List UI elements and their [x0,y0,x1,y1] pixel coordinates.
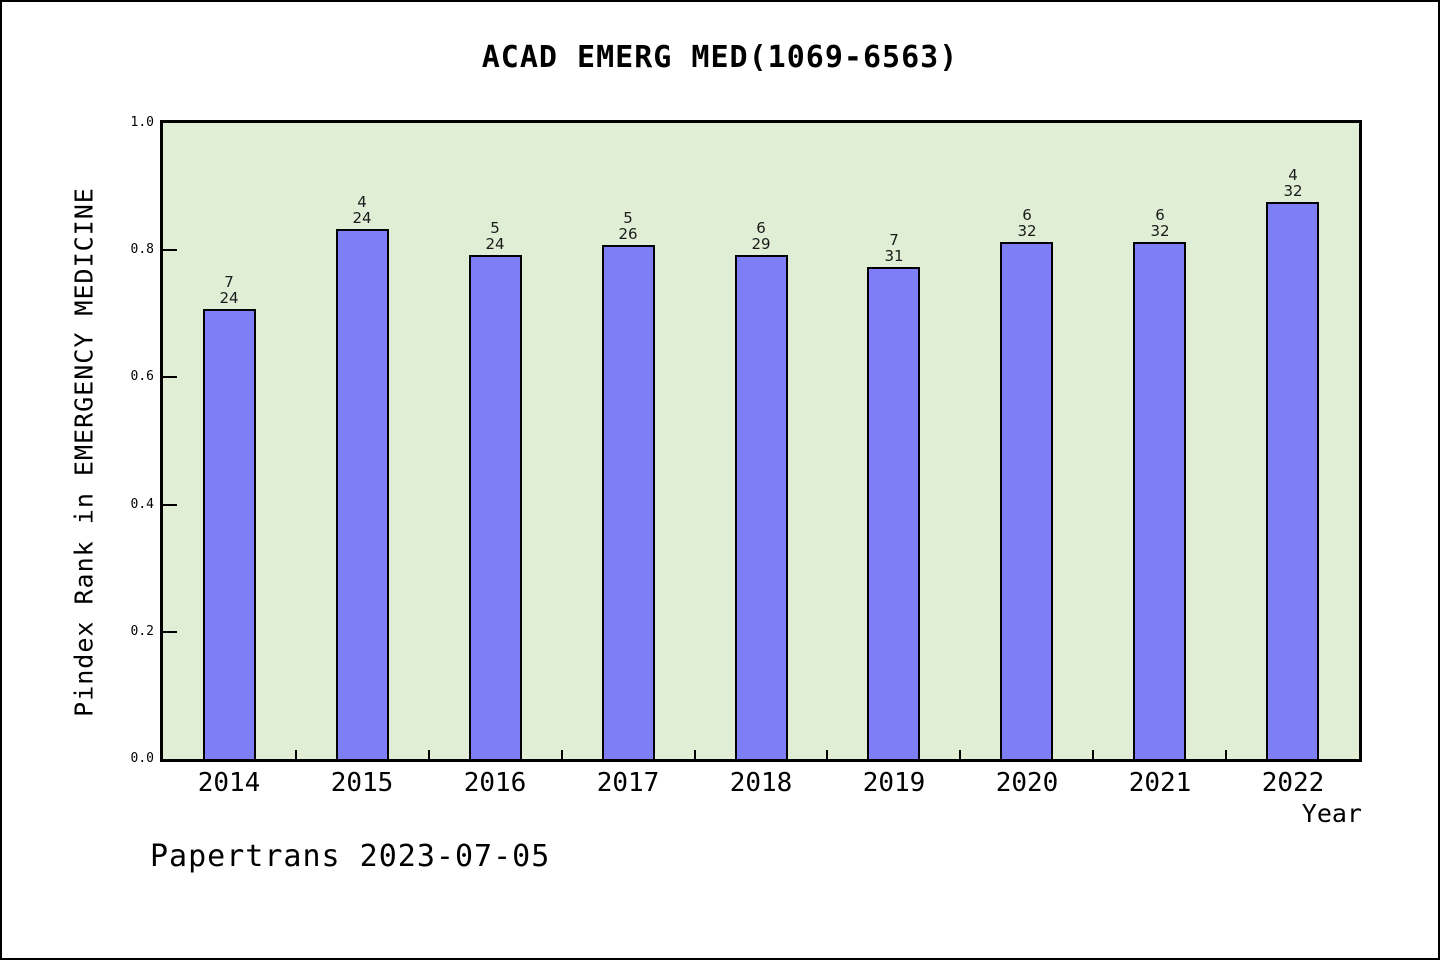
annotation-rank: 4 [1288,166,1298,184]
x-axis-minor-tick [428,750,430,759]
annotation-total: 32 [1283,182,1303,200]
annotation-rank: 5 [623,209,633,227]
annotation-rank: 6 [1022,206,1032,224]
bar-2019 [867,267,920,759]
y-axis-tick [163,249,177,251]
annotation-total: 24 [219,289,239,307]
annotation-total: 26 [618,225,638,243]
annotation-rank: 5 [490,219,500,237]
y-tick-label-0.6: 0.6 [130,369,154,384]
x-axis-minor-tick [561,750,563,759]
y-axis-tick [163,631,177,633]
bar-label-2014: 7 24 [184,274,274,306]
x-axis-minor-tick [959,750,961,759]
x-axis-label: Year [1301,799,1362,828]
bar-2014 [203,309,256,759]
y-tick-label-0.0: 0.0 [130,751,154,766]
x-axis-minor-tick [1092,750,1094,759]
y-axis-tick [163,376,177,378]
y-axis-label: Pindex Rank in EMERGENCY MEDICINE [69,187,99,717]
bar-label-2022: 4 32 [1248,167,1338,199]
bar-label-2018: 6 29 [716,220,806,252]
annotation-total: 24 [352,209,372,227]
bar-label-2021: 6 32 [1115,207,1205,239]
annotation-rank: 7 [224,273,234,291]
x-tick-label-2015: 2015 [330,768,394,798]
bar-2022 [1266,202,1319,759]
x-axis-minor-tick [826,750,828,759]
bar-2018 [735,255,788,759]
bar-label-2020: 6 32 [982,207,1072,239]
chart-title: ACAD EMERG MED(1069-6563) [481,40,959,75]
y-tick-label-1.0: 1.0 [130,115,154,130]
y-tick-label-0.4: 0.4 [130,497,154,512]
annotation-total: 32 [1150,222,1170,240]
x-axis-minor-tick [694,750,696,759]
x-tick-label-2021: 2021 [1128,768,1192,798]
y-tick-label-0.2: 0.2 [130,624,154,639]
bar-2015 [336,229,389,759]
x-tick-label-2019: 2019 [862,768,926,798]
bar-label-2017: 5 26 [583,210,673,242]
annotation-total: 31 [884,247,904,265]
y-axis-tick [163,504,177,506]
annotation-total: 29 [751,235,771,253]
bar-label-2019: 7 31 [849,232,939,264]
bar-2017 [602,245,655,759]
annotation-rank: 7 [889,231,899,249]
bar-2020 [1000,242,1053,759]
x-tick-label-2017: 2017 [596,768,660,798]
plot-area: 7 24 4 24 5 24 5 26 6 29 7 31 6 32 6 32 4 32 [160,120,1362,762]
bar-label-2016: 5 24 [450,220,540,252]
annotation-rank: 4 [357,193,367,211]
x-tick-label-2014: 2014 [197,768,261,798]
annotation-total: 32 [1017,222,1037,240]
y-tick-label-0.8: 0.8 [130,242,154,257]
x-tick-label-2022: 2022 [1261,768,1325,798]
bar-label-2015: 4 24 [317,194,407,226]
watermark-text: Papertrans 2023-07-05 [150,839,551,874]
bar-2016 [469,255,522,759]
annotation-total: 24 [485,235,505,253]
x-tick-label-2018: 2018 [729,768,793,798]
x-tick-label-2016: 2016 [463,768,527,798]
x-axis-minor-tick [295,750,297,759]
annotation-rank: 6 [1155,206,1165,224]
bar-2021 [1133,242,1186,759]
x-axis-minor-tick [1225,750,1227,759]
x-tick-label-2020: 2020 [995,768,1059,798]
annotation-rank: 6 [756,219,766,237]
